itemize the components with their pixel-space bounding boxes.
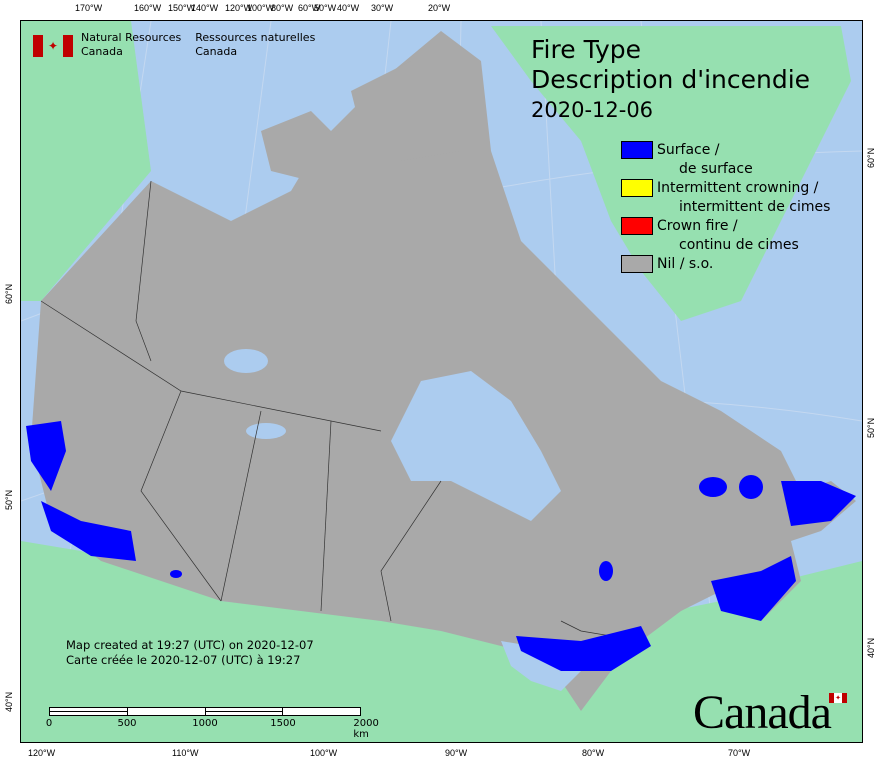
agency-fr-line1: Ressources naturelles [195, 31, 316, 44]
map-graphic [21, 21, 862, 742]
top-tick: 140°W [191, 3, 219, 13]
bottom-tick: 80°W [582, 748, 605, 758]
left-tick: 40°N [4, 691, 14, 712]
top-tick: 120°W [225, 3, 253, 13]
legend-item-intermittent: Intermittent crowning / intermittent de c… [621, 179, 830, 217]
usa-land [21, 541, 862, 742]
legend-label-en: Nil / s.o. [657, 256, 714, 272]
legend-item-nil: Nil / s.o. [621, 255, 830, 274]
legend-swatch [621, 217, 653, 235]
provincial-borders [40, 180, 642, 642]
legend-label-en: Intermittent crowning / [657, 180, 819, 196]
legend-swatch [621, 255, 653, 273]
top-tick: 160°W [134, 3, 162, 13]
credit-en: Map created at 19:27 (UTC) on 2020-12-07 [66, 638, 314, 652]
right-tick: 50°N [866, 417, 876, 438]
agency-en-line1: Natural Resources [81, 31, 182, 44]
top-tick: 20°W [428, 3, 451, 13]
top-tick: 80°W [271, 3, 294, 13]
top-tick: 50°W [314, 3, 337, 13]
top-tick: 150°W [168, 3, 196, 13]
top-tick: 40°W [337, 3, 360, 13]
left-tick: 60°N [4, 283, 14, 304]
title-en: Fire Type [531, 35, 641, 64]
alaska-land [21, 21, 151, 301]
bottom-tick: 90°W [445, 748, 468, 758]
map-date: 2020-12-06 [531, 98, 654, 122]
map-title: Fire Type Description d'incendie 2020-12… [531, 35, 810, 125]
top-tick: 170°W [75, 3, 103, 13]
legend-item-surface: Surface / de surface [621, 141, 830, 179]
map-area: ✦ Natural Resources Canada Ressources nat… [20, 20, 863, 743]
scale-label: 0 [45, 718, 53, 729]
great-slave-lake [246, 423, 286, 439]
surface-fire-areas [26, 421, 856, 671]
legend-label-fr: de surface [679, 161, 753, 177]
hudson-bay [391, 371, 561, 521]
legend-label-en: Crown fire / [657, 218, 738, 234]
scale-label: 2000 km [353, 718, 379, 740]
legend: Surface / de surface Intermittent crownin… [621, 141, 830, 274]
arctic-islands [261, 61, 481, 231]
wordmark-flag-icon: ✦ [829, 693, 847, 703]
scale-label: 1500 [270, 718, 296, 729]
legend-swatch [621, 141, 653, 159]
map-credit: Map created at 19:27 (UTC) on 2020-12-07… [66, 638, 314, 668]
canada-wordmark: Canada [693, 686, 832, 739]
legend-label-fr: intermittent de cimes [679, 199, 831, 215]
canada-land [31, 31, 856, 711]
scale-bar: 0 500 1000 1500 2000 km [45, 707, 379, 740]
bottom-tick: 70°W [728, 748, 751, 758]
left-tick: 50°N [4, 489, 14, 510]
bottom-tick: 100°W [310, 748, 338, 758]
nrcan-signature: ✦ Natural Resources Canada Ressources nat… [33, 31, 315, 59]
top-tick: 100°W [247, 3, 275, 13]
great-bear-lake [224, 349, 268, 373]
agency-fr-line2: Canada [195, 45, 238, 58]
canada-flag-icon: ✦ [33, 35, 73, 57]
greenland-land [491, 26, 851, 321]
scale-label: 500 [117, 718, 137, 729]
legend-item-crown: Crown fire / continu de cimes [621, 217, 830, 255]
scale-label: 1000 [192, 718, 218, 729]
top-tick: 30°W [371, 3, 394, 13]
legend-label-fr: continu de cimes [679, 237, 799, 253]
credit-fr: Carte créée le 2020-12-07 (UTC) à 19:27 [66, 653, 301, 667]
right-tick: 60°N [866, 147, 876, 168]
title-fr: Description d'incendie [531, 65, 811, 94]
legend-swatch [621, 179, 653, 197]
legend-label-en: Surface / [657, 142, 720, 158]
bottom-tick: 120°W [28, 748, 56, 758]
bottom-tick: 110°W [172, 748, 199, 758]
top-tick: 60°W [298, 3, 321, 13]
agency-en-line2: Canada [81, 45, 123, 58]
right-tick: 40°N [866, 637, 876, 658]
